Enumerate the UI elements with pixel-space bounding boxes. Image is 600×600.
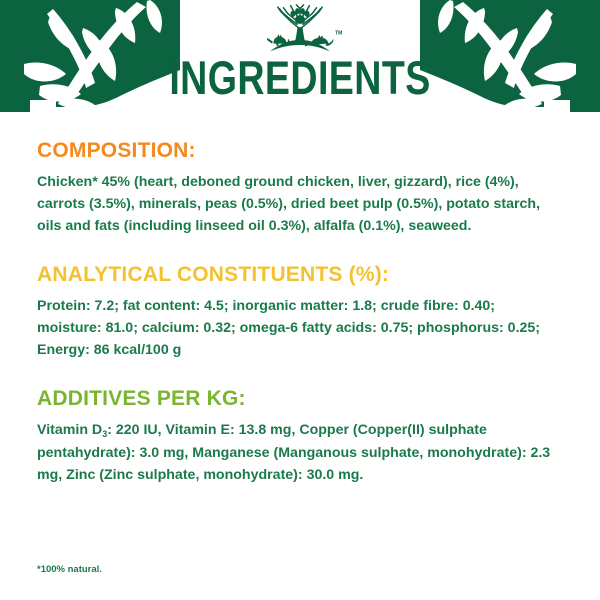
section-body-additives: Vitamin D3: 220 IU, Vitamin E: 13.8 mg, … xyxy=(37,419,557,486)
leaf-corner-left-icon xyxy=(0,0,180,112)
ingredients-content: COMPOSITION: Chicken* 45% (heart, debone… xyxy=(37,138,567,486)
additives-body-rest: : 220 IU, Vitamin E: 13.8 mg, Copper (Co… xyxy=(37,422,551,483)
tree-paw-logo: TM xyxy=(257,4,343,56)
header-banner: TM INGREDIENTS xyxy=(0,0,600,130)
section-heading-additives: ADDITIVES PER KG: xyxy=(37,387,246,410)
additives-vitamin-d-subscript: 3 xyxy=(102,429,108,439)
page-title: INGREDIENTS xyxy=(169,51,431,104)
section-analytical-constituents: ANALYTICAL CONSTITUENTS (%): Protein: 7.… xyxy=(37,262,567,361)
section-body-composition: Chicken* 45% (heart, deboned ground chic… xyxy=(37,174,541,234)
additives-vitamin-d-label: Vitamin D xyxy=(37,422,103,438)
section-additives-per-kg: ADDITIVES PER KG: Vitamin D3: 220 IU, Vi… xyxy=(37,386,567,486)
leaf-corner-right-icon xyxy=(420,0,600,112)
section-composition: COMPOSITION: Chicken* 45% (heart, debone… xyxy=(37,138,567,237)
section-body-analytical: Protein: 7.2; fat content: 4.5; inorgani… xyxy=(37,298,541,358)
trademark-mark: TM xyxy=(335,30,342,36)
tree-paw-logo-icon: TM xyxy=(267,4,342,52)
section-heading-composition: COMPOSITION: xyxy=(37,139,196,162)
footnote-natural: *100% natural. xyxy=(37,564,102,575)
section-heading-analytical: ANALYTICAL CONSTITUENTS (%): xyxy=(37,263,390,286)
